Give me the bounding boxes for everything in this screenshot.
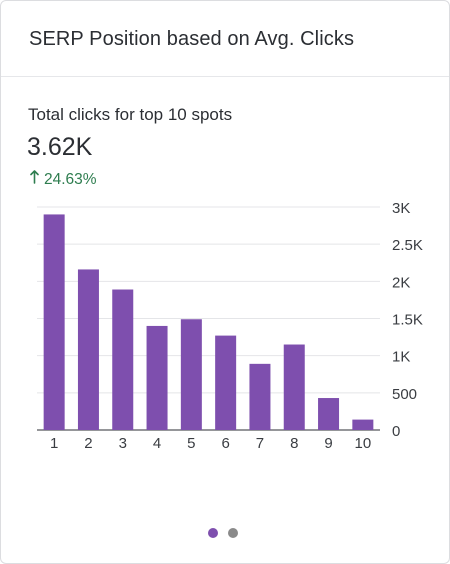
delta-change: 24.63% [30, 170, 97, 189]
arrow-up-icon [30, 170, 39, 189]
bar [352, 419, 374, 430]
x-tick-label: 7 [256, 435, 264, 452]
x-tick-label: 2 [84, 435, 92, 452]
bar [249, 363, 271, 430]
card-header: SERP Position based on Avg. Clicks [1, 1, 449, 77]
bar [112, 289, 134, 430]
x-tick-label: 1 [50, 435, 58, 452]
total-clicks-value: 3.62K [27, 133, 93, 161]
y-tick-label: 1.5K [392, 312, 423, 329]
bar-chart: 0 500 1K 1.5K 2K 2.5K 3K 1 2 3 4 5 6 7 8 9 10 [37, 200, 423, 452]
bar [215, 335, 237, 430]
metric-subtitle: Total clicks for top 10 spots [28, 105, 233, 124]
pagination-dots [208, 528, 238, 538]
x-tick-label: 4 [153, 435, 161, 452]
card-title: SERP Position based on Avg. Clicks [29, 28, 355, 50]
x-tick-label: 8 [290, 435, 298, 452]
y-tick-label: 3K [392, 200, 410, 217]
y-tick-label: 0 [392, 423, 400, 440]
x-tick-label: 3 [119, 435, 127, 452]
bar [318, 398, 340, 430]
y-tick-label: 500 [392, 386, 417, 403]
pagination-dot-2[interactable] [228, 528, 238, 538]
bar [283, 344, 305, 430]
x-tick-label: 9 [324, 435, 332, 452]
x-tick-label: 5 [187, 435, 195, 452]
bar [77, 269, 99, 430]
bar [146, 325, 168, 430]
y-tick-label: 2.5K [392, 237, 423, 254]
x-tick-label: 6 [221, 435, 229, 452]
bar [180, 319, 202, 430]
pagination-dot-1[interactable] [208, 528, 218, 538]
y-tick-label: 2K [392, 274, 410, 291]
x-tick-label: 10 [355, 435, 372, 452]
delta-value: 24.63% [44, 171, 97, 188]
y-tick-label: 1K [392, 349, 410, 366]
bar [43, 214, 65, 430]
